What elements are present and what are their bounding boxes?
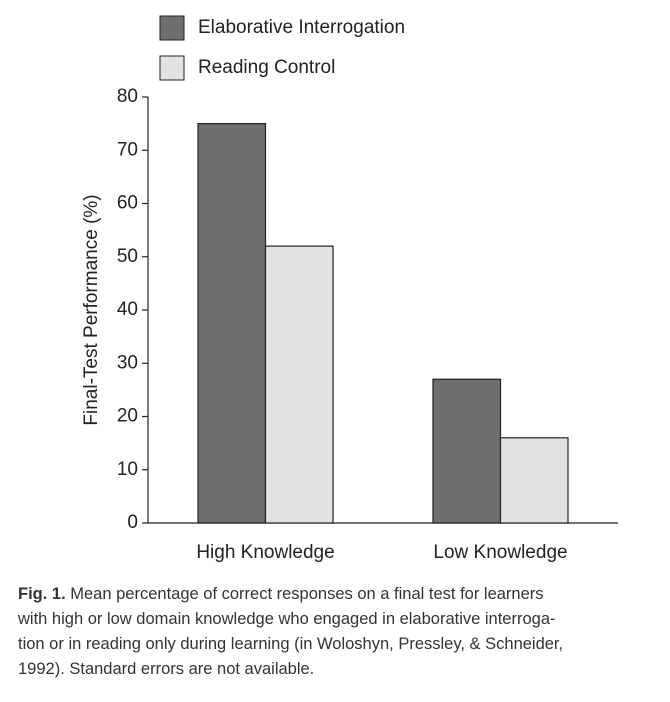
- bar: [499, 437, 569, 524]
- y-tick-label: 0: [127, 512, 138, 533]
- y-tick-label: 40: [117, 299, 138, 320]
- bar: [264, 245, 334, 524]
- caption: Fig. 1. Mean percentage of correct respo…: [18, 582, 663, 682]
- legend-label: Reading Control: [198, 57, 335, 78]
- y-tick-label: 60: [117, 193, 138, 214]
- legend-label: Elaborative Interrogation: [198, 17, 405, 38]
- caption-row: tion or in reading only during learning …: [18, 632, 663, 657]
- caption-line: tion or in reading only during learning …: [18, 635, 564, 653]
- bar: [197, 123, 267, 524]
- y-tick-label: 80: [117, 86, 138, 107]
- y-tick-label: 70: [117, 139, 138, 160]
- y-tick-label: 10: [117, 459, 138, 480]
- y-tick-label: 20: [117, 406, 138, 427]
- y-axis-label: Final-Test Performance (%): [81, 194, 102, 425]
- caption-row: Fig. 1. Mean percentage of correct respo…: [18, 582, 663, 607]
- bar: [432, 378, 502, 524]
- y-tick-label: 50: [117, 246, 138, 267]
- x-tick-label: Low Knowledge: [433, 542, 567, 563]
- x-tick-label: High Knowledge: [196, 542, 334, 563]
- y-tick-label: 30: [117, 352, 138, 373]
- legend-swatch: [159, 55, 185, 81]
- chart: Final-Test Performance (%) 0 10 20 30 40 50 60…: [81, 15, 618, 563]
- caption-line: Mean percentage of correct responses on …: [70, 585, 544, 603]
- caption-label: Fig. 1.: [18, 585, 66, 603]
- legend-swatch: [159, 15, 185, 41]
- caption-line: with high or low domain knowledge who en…: [18, 610, 556, 628]
- caption-row: 1992). Standard errors are not available…: [18, 657, 663, 682]
- caption-line: 1992). Standard errors are not available…: [18, 660, 315, 678]
- caption-row: with high or low domain knowledge who en…: [18, 607, 663, 632]
